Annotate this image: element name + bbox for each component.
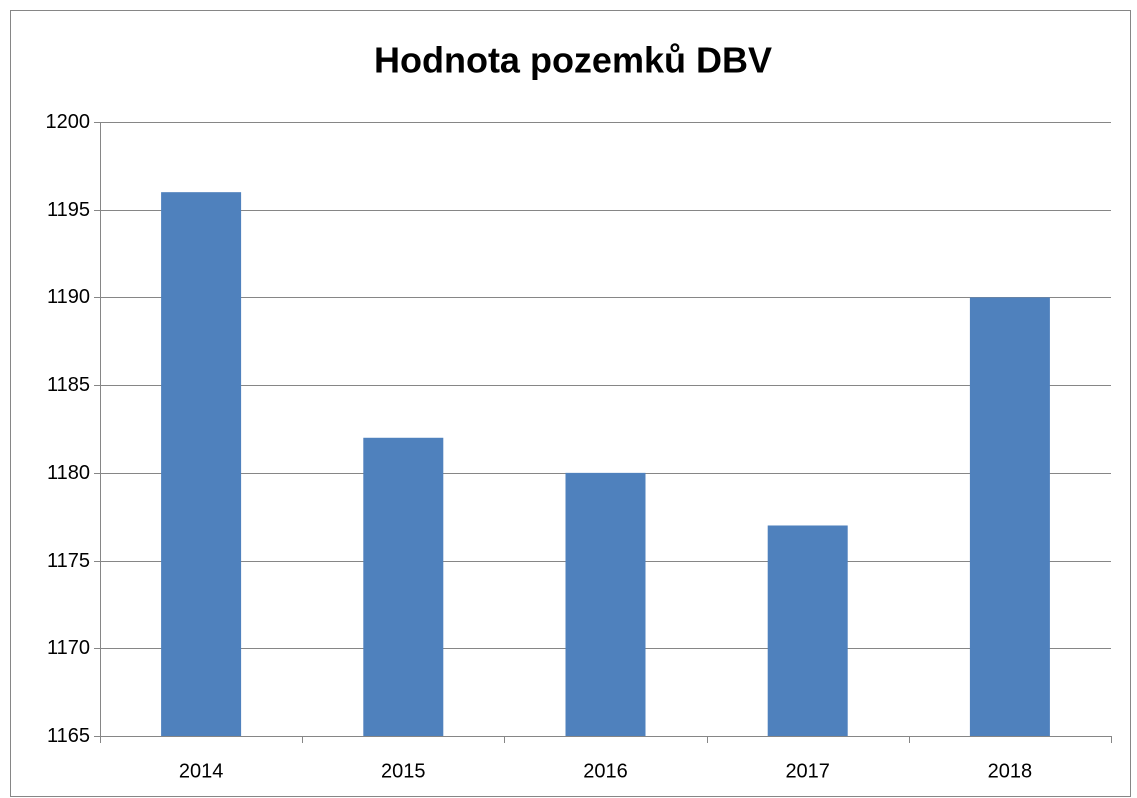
y-tick-label: 1170	[47, 637, 90, 659]
y-tick-label: 1165	[47, 725, 90, 747]
x-tick-label: 2015	[381, 760, 426, 782]
y-tick-label: 1195	[47, 199, 90, 221]
x-tick-label: 2014	[179, 760, 224, 782]
y-tick-label: 1190	[47, 286, 90, 308]
x-tick-label: 2018	[988, 760, 1033, 782]
y-tick-label: 1180	[47, 462, 90, 484]
y-tick-label: 1175	[47, 550, 90, 572]
bar	[363, 437, 444, 736]
bar	[565, 472, 646, 736]
bar	[161, 192, 242, 736]
y-tick-label: 1200	[46, 111, 91, 133]
x-tick-label: 2016	[583, 760, 628, 782]
bar	[767, 525, 848, 736]
y-tick-label: 1185	[47, 374, 90, 396]
bar	[969, 297, 1050, 736]
chart-title: Hodnota pozemků DBV	[374, 40, 772, 81]
x-tick-label: 2017	[785, 760, 830, 782]
